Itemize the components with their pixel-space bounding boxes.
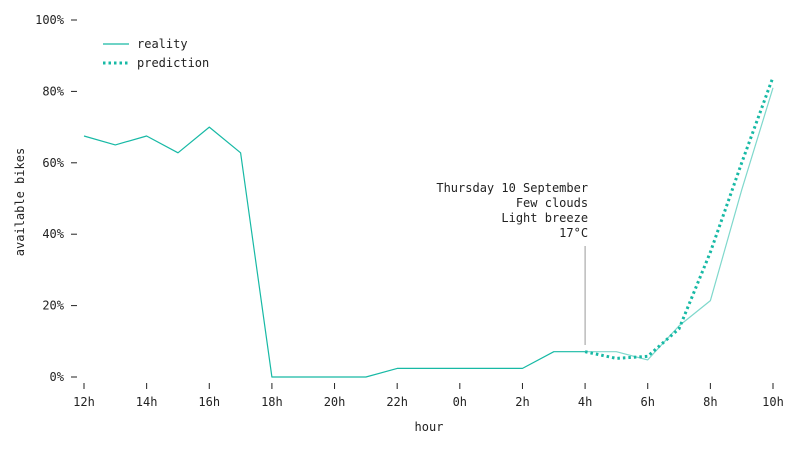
y-tick-label: 60% [42,156,64,170]
x-tick-label: 14h [136,395,158,409]
x-tick-label: 16h [198,395,220,409]
legend-reality-label: reality [137,37,188,51]
x-axis-title: hour [415,420,444,434]
legend-prediction-label: prediction [137,56,209,70]
x-tick-label: 22h [386,395,408,409]
y-tick-label: 100% [35,13,65,27]
x-tick-label: 0h [453,395,467,409]
x-tick-label: 6h [641,395,655,409]
annotation-line: Thursday 10 September [436,181,588,195]
x-tick-label: 12h [73,395,95,409]
y-tick-label: 80% [42,84,64,98]
y-tick-label: 0% [50,370,65,384]
y-axis: 0% 20% 40% 60% 80% 100% [35,13,77,384]
annotation-line: Few clouds [516,196,588,210]
prediction-line [584,76,775,360]
y-axis-title: available bikes [13,148,27,256]
y-tick-label: 20% [42,299,64,313]
x-tick-label: 4h [578,395,592,409]
reality-line [83,126,586,378]
y-tick-label: 40% [42,227,64,241]
annotation-line: Light breeze [501,211,588,225]
x-axis: 12h 14h 16h 18h 20h 22h 0h 2h 4h 6h 8h 10h [73,383,784,409]
x-tick-label: 18h [261,395,283,409]
x-tick-label: 2h [515,395,529,409]
x-tick-label: 20h [324,395,346,409]
reality-line-future [585,87,774,361]
legend: reality prediction [103,37,209,70]
annotation-line: 17°C [559,226,588,240]
series-layer [83,76,775,378]
x-tick-label: 8h [703,395,717,409]
x-tick-label: 10h [762,395,784,409]
